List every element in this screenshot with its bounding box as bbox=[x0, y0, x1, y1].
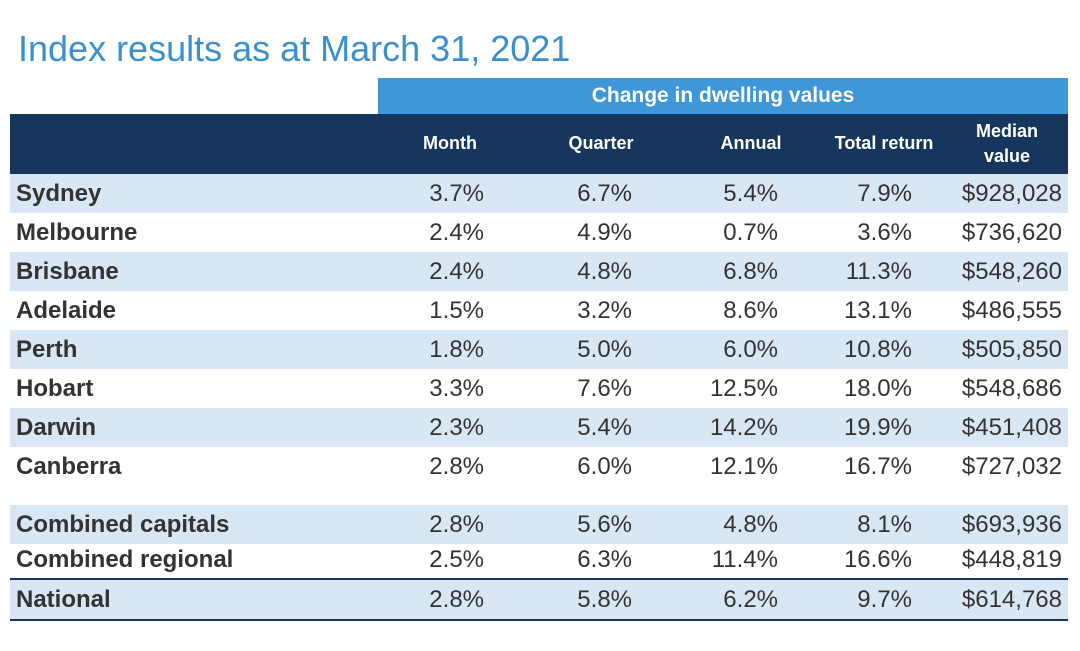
table-row: Combined regional 2.5% 6.3% 11.4% 16.6% $448,… bbox=[10, 540, 1068, 579]
cell-total-return: 18.0% bbox=[843, 375, 912, 402]
cell-annual: 12.5% bbox=[709, 375, 778, 402]
cell-total-return: 7.9% bbox=[857, 180, 912, 207]
cell-total-return: 10.8% bbox=[843, 336, 912, 363]
column-header-quarter: Quarter bbox=[568, 133, 634, 154]
cell-total-return: 11.3% bbox=[845, 258, 912, 285]
cell-month: 1.5% bbox=[429, 297, 484, 324]
row-region-name: Adelaide bbox=[16, 297, 117, 324]
cell-quarter: 5.6% bbox=[577, 511, 632, 538]
cell-total-return: 16.6% bbox=[843, 546, 912, 573]
cell-annual: 4.8% bbox=[723, 511, 778, 538]
cell-quarter: 5.4% bbox=[577, 414, 632, 441]
cell-median-value: $614,768 bbox=[961, 586, 1062, 613]
cell-month: 2.8% bbox=[429, 586, 484, 613]
cell-annual: 6.2% bbox=[723, 586, 778, 613]
table-column-headers: Month Quarter Annual Total return Median… bbox=[10, 114, 1068, 174]
cell-month: 2.4% bbox=[429, 258, 484, 285]
row-region-name: Sydney bbox=[16, 180, 102, 207]
cell-median-value: $451,408 bbox=[961, 414, 1062, 441]
cell-quarter: 4.8% bbox=[577, 258, 632, 285]
row-region-name: Canberra bbox=[16, 453, 122, 480]
cell-annual: 6.0% bbox=[723, 336, 778, 363]
national-row-top-rule bbox=[10, 578, 1068, 580]
row-region-name: Combined capitals bbox=[16, 511, 230, 538]
cell-quarter: 6.0% bbox=[577, 453, 632, 480]
column-header-median-line1: Median bbox=[975, 120, 1038, 141]
row-region-name: Perth bbox=[16, 336, 78, 363]
row-region-name: Hobart bbox=[16, 375, 94, 402]
cell-median-value: $928,028 bbox=[961, 180, 1062, 207]
cell-total-return: 19.9% bbox=[843, 414, 912, 441]
page-title: Index results as at March 31, 2021 bbox=[18, 28, 571, 69]
cell-month: 2.8% bbox=[429, 453, 484, 480]
table-row: Sydney 3.7% 6.7% 5.4% 7.9% $928,028 bbox=[10, 174, 1068, 213]
cell-total-return: 13.1% bbox=[843, 297, 912, 324]
row-region-name: Darwin bbox=[16, 414, 97, 441]
cell-annual: 14.2% bbox=[709, 414, 778, 441]
row-region-name: Combined regional bbox=[16, 546, 234, 573]
cell-quarter: 5.8% bbox=[577, 586, 632, 613]
cell-quarter: 7.6% bbox=[577, 375, 632, 402]
cell-month: 3.7% bbox=[429, 180, 484, 207]
table-row: Canberra 2.8% 6.0% 12.1% 16.7% $727,032 bbox=[10, 447, 1068, 486]
column-header-total-return: Total return bbox=[834, 133, 934, 154]
cell-median-value: $727,032 bbox=[961, 453, 1062, 480]
cell-annual: 5.4% bbox=[723, 180, 778, 207]
cell-median-value: $548,260 bbox=[961, 258, 1062, 285]
table-row: Darwin 2.3% 5.4% 14.2% 19.9% $451,408 bbox=[10, 408, 1068, 447]
cell-median-value: $736,620 bbox=[961, 219, 1062, 246]
cell-quarter: 3.2% bbox=[577, 297, 632, 324]
cell-month: 3.3% bbox=[429, 375, 484, 402]
cell-annual: 12.1% bbox=[709, 453, 778, 480]
table-bottom-rule bbox=[10, 619, 1068, 621]
table-row: Brisbane 2.4% 4.8% 6.8% 11.3% $548,260 bbox=[10, 252, 1068, 291]
cell-quarter: 5.0% bbox=[577, 336, 632, 363]
table-row: Combined capitals 2.8% 5.6% 4.8% 8.1% $693,93… bbox=[10, 505, 1068, 544]
column-header-annual: Annual bbox=[720, 133, 782, 154]
cell-quarter: 6.7% bbox=[577, 180, 632, 207]
table-row: Melbourne 2.4% 4.9% 0.7% 3.6% $736,620 bbox=[10, 213, 1068, 252]
column-header-median-line2: value bbox=[983, 146, 1030, 166]
cell-month: 2.4% bbox=[429, 219, 484, 246]
cell-total-return: 8.1% bbox=[857, 511, 912, 538]
table-row: Hobart 3.3% 7.6% 12.5% 18.0% $548,686 bbox=[10, 369, 1068, 408]
table-row: Adelaide 1.5% 3.2% 8.6% 13.1% $486,555 bbox=[10, 291, 1068, 330]
cell-total-return: 9.7% bbox=[857, 586, 912, 613]
column-header-month: Month bbox=[423, 133, 477, 154]
row-region-name: Brisbane bbox=[16, 258, 119, 285]
cell-quarter: 4.9% bbox=[577, 219, 632, 246]
cell-month: 1.8% bbox=[429, 336, 484, 363]
cell-annual: 6.8% bbox=[723, 258, 778, 285]
row-region-name: Melbourne bbox=[16, 219, 138, 246]
cell-month: 2.5% bbox=[429, 546, 484, 573]
table-row: National 2.8% 5.8% 6.2% 9.7% $614,768 bbox=[10, 580, 1068, 619]
cell-annual: 11.4% bbox=[711, 546, 778, 573]
cell-median-value: $486,555 bbox=[961, 297, 1062, 324]
cell-month: 2.3% bbox=[429, 414, 484, 441]
cell-median-value: $548,686 bbox=[961, 375, 1062, 402]
table-super-header: Change in dwelling values bbox=[378, 78, 1068, 114]
row-region-name: National bbox=[16, 586, 111, 613]
cell-total-return: 3.6% bbox=[857, 219, 912, 246]
column-header-median-value: Median value bbox=[952, 114, 1062, 174]
cell-quarter: 6.3% bbox=[577, 546, 632, 573]
table-row: Perth 1.8% 5.0% 6.0% 10.8% $505,850 bbox=[10, 330, 1068, 369]
cell-annual: 8.6% bbox=[723, 297, 778, 324]
cell-median-value: $693,936 bbox=[961, 511, 1062, 538]
cell-month: 2.8% bbox=[429, 511, 484, 538]
cell-annual: 0.7% bbox=[723, 219, 778, 246]
cell-total-return: 16.7% bbox=[843, 453, 912, 480]
cell-median-value: $505,850 bbox=[961, 336, 1062, 363]
cell-median-value: $448,819 bbox=[961, 546, 1062, 573]
